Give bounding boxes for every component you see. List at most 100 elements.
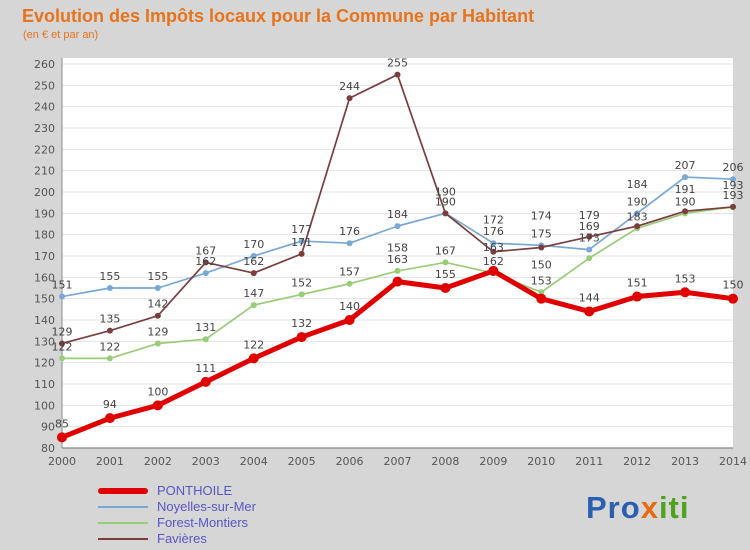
y-tick-label: 200: [34, 186, 55, 199]
x-tick-label: 2010: [527, 455, 555, 468]
value-label: 151: [627, 277, 648, 290]
value-label: 171: [291, 236, 312, 249]
point-Noyelles-sur-Mer: [298, 238, 305, 245]
value-label: 163: [387, 253, 408, 266]
x-tick-label: 2001: [96, 455, 124, 468]
value-label: 142: [147, 298, 168, 311]
value-label: 153: [675, 272, 696, 285]
point-Favières: [250, 270, 257, 277]
legend-item-favieres: Favières: [98, 531, 256, 546]
point-PONTHOILE: [488, 265, 499, 276]
value-label: 183: [627, 210, 648, 223]
legend-label: PONTHOILE: [157, 483, 233, 498]
value-label: 169: [579, 220, 600, 233]
plot-area: [62, 58, 733, 448]
value-label: 85: [55, 417, 69, 430]
point-Noyelles-sur-Mer: [346, 240, 353, 247]
value-label: 184: [627, 178, 648, 191]
value-label: 193: [723, 179, 744, 192]
value-label: 184: [387, 208, 408, 221]
point-Noyelles-sur-Mer: [106, 285, 113, 291]
y-tick-label: 80: [41, 442, 55, 455]
point-Noyelles-sur-Mer: [59, 293, 65, 300]
x-tick-label: 2000: [48, 455, 76, 468]
value-label: 122: [99, 340, 120, 353]
value-label: 129: [147, 325, 168, 338]
value-label: 129: [52, 325, 73, 338]
point-Forest-Montiers: [59, 355, 65, 362]
value-label: 175: [531, 227, 552, 240]
point-Favières: [490, 248, 497, 255]
point-Noyelles-sur-Mer: [154, 285, 161, 291]
point-Noyelles-sur-Mer: [634, 210, 641, 217]
legend-label: Forest-Montiers: [157, 515, 249, 530]
y-tick-label: 120: [34, 357, 55, 370]
y-tick-label: 160: [34, 271, 55, 284]
y-tick-label: 180: [34, 229, 55, 242]
value-label: 155: [99, 270, 120, 283]
point-Forest-Montiers: [298, 291, 305, 298]
proxiti-logo: Proxiti: [586, 490, 690, 526]
point-Noyelles-sur-Mer: [202, 270, 209, 277]
point-Favières: [202, 259, 209, 266]
y-tick-label: 210: [34, 165, 55, 178]
x-tick-label: 2008: [431, 455, 459, 468]
value-label: 153: [531, 274, 552, 287]
page-subtitle: (en € et par an): [23, 29, 99, 41]
value-label: 157: [339, 266, 360, 279]
point-Favières: [346, 95, 353, 102]
value-label: 155: [147, 270, 168, 283]
value-label: 150: [723, 279, 744, 292]
point-Noyelles-sur-Mer: [682, 174, 689, 181]
point-PONTHOILE: [57, 432, 67, 443]
x-tick-label: 2011: [575, 455, 603, 468]
value-label: 131: [195, 321, 216, 334]
point-Favières: [538, 244, 545, 251]
point-PONTHOILE: [152, 400, 163, 411]
y-tick-label: 130: [34, 335, 55, 348]
value-label: 244: [339, 80, 360, 93]
point-Favières: [682, 208, 689, 215]
value-label: 132: [291, 317, 312, 330]
y-tick-label: 100: [34, 399, 55, 412]
value-label: 179: [579, 209, 600, 222]
value-label: 193: [723, 189, 744, 202]
point-PONTHOILE: [632, 291, 643, 302]
value-label: 190: [627, 195, 648, 208]
value-label: 155: [435, 268, 456, 281]
y-tick-label: 90: [41, 421, 55, 434]
value-label: 176: [339, 225, 360, 238]
value-label: 172: [483, 214, 504, 227]
legend-swatch-favieres: [98, 537, 148, 540]
point-PONTHOILE: [440, 283, 451, 293]
point-Noyelles-sur-Mer: [250, 253, 257, 259]
y-tick-label: 250: [34, 79, 55, 92]
point-Forest-Montiers: [346, 280, 353, 287]
point-Favières: [586, 233, 593, 240]
point-Forest-Montiers: [250, 302, 257, 309]
value-label: 163: [483, 241, 504, 254]
value-label: 162: [483, 255, 504, 268]
y-tick-label: 260: [34, 58, 55, 71]
value-label: 150: [531, 259, 552, 272]
value-label: 190: [435, 185, 456, 198]
chart-svg: 8090100110120130140150160170180190200210…: [34, 57, 747, 468]
value-label: 173: [579, 232, 600, 245]
legend-item-forest: Forest-Montiers: [98, 515, 256, 530]
value-label: 191: [675, 183, 696, 196]
value-label: 167: [195, 244, 216, 257]
value-label: 94: [103, 398, 117, 411]
value-label: 190: [435, 195, 456, 208]
legend-swatch-noyelles: [98, 505, 148, 508]
value-label: 122: [52, 340, 73, 353]
y-tick-label: 110: [34, 378, 55, 391]
point-Forest-Montiers: [442, 259, 449, 266]
y-tick-label: 190: [34, 207, 55, 220]
x-tick-label: 2003: [192, 455, 220, 468]
point-PONTHOILE: [728, 293, 738, 304]
value-label: 207: [675, 159, 696, 172]
y-tick-label: 170: [34, 250, 55, 263]
point-Forest-Montiers: [106, 355, 113, 362]
value-label: 162: [243, 255, 264, 268]
